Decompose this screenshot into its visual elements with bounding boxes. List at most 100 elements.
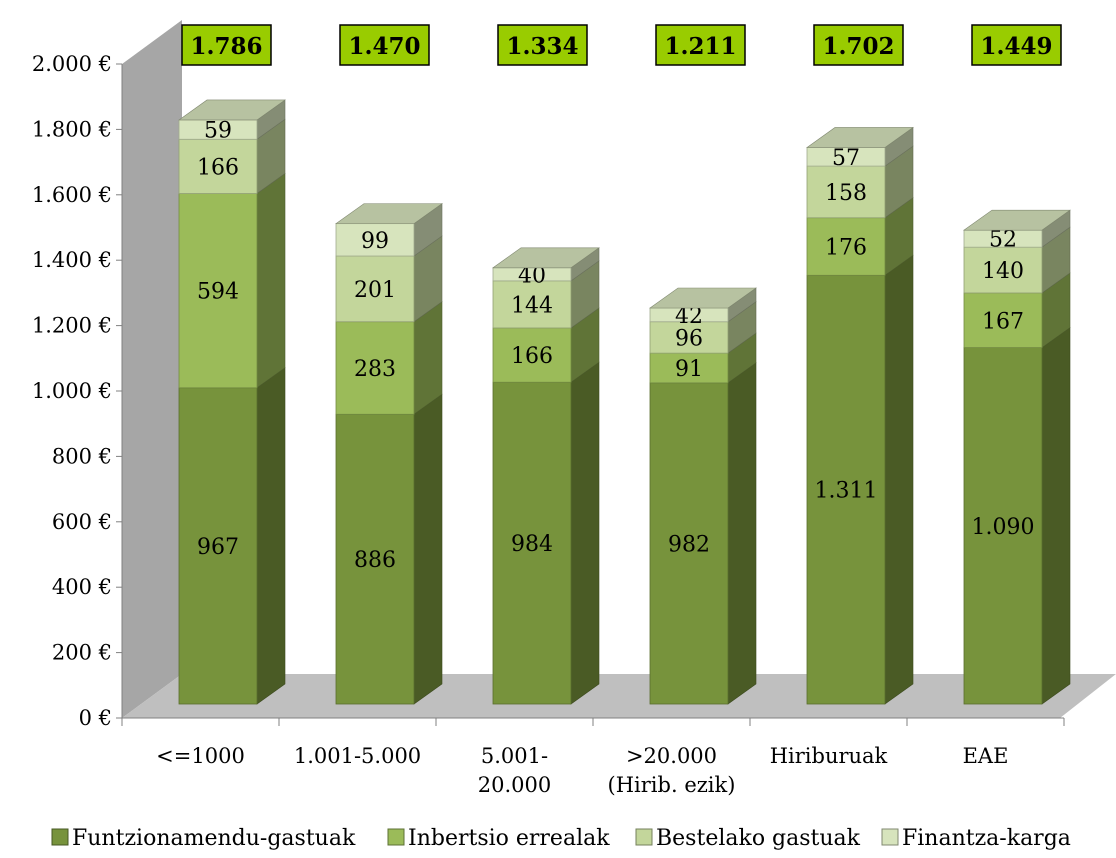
total-box: 1.211 [655, 24, 746, 66]
total-box-bg [971, 24, 1062, 66]
data-label: 984 [511, 532, 553, 557]
bar-side-face [256, 367, 286, 705]
y-tick-label: 2.000 € [32, 52, 112, 76]
bar-front-face [178, 193, 258, 389]
x-tick-label: EAE [963, 744, 1009, 768]
data-label: 144 [511, 293, 553, 318]
bar-segment: 167 [963, 272, 1071, 349]
y-tick-label: 400 € [52, 575, 112, 599]
bar-segment: 984 [492, 361, 600, 705]
data-label: 52 [989, 228, 1017, 253]
legend-item: Funtzionamendu-gastuak [51, 826, 356, 851]
bar-front-face [335, 255, 415, 323]
y-tick-label: 1.000 € [32, 379, 112, 403]
data-label: 91 [675, 357, 703, 382]
x-axis: <=1000 1.001-5.000 5.001-20.000 >20.000 (Hir… [121, 717, 1065, 797]
y-tick-label: 1.600 € [32, 183, 112, 207]
x-tick-label: <=1000 [156, 744, 245, 768]
total-box-bg [181, 24, 272, 66]
bar-front-face [649, 352, 729, 384]
data-label: 594 [197, 280, 239, 305]
y-axis: 0 € 200 € 400 € 600 € 800 € 1.000 € 1.200 € 1.4… [32, 52, 123, 730]
bar-front-face [178, 387, 258, 705]
legend-label: Bestelako gastuak [656, 826, 861, 851]
y-tick-label: 200 € [52, 641, 112, 665]
bar-front-face [806, 274, 886, 705]
bar-segment: 1.311 [806, 254, 914, 705]
bar-top-face [335, 203, 443, 224]
legend-swatch [635, 828, 653, 846]
bar-side-face [256, 172, 286, 389]
data-label: 59 [204, 119, 232, 144]
bar-segment: 91 [649, 332, 757, 384]
bar-segment: 99 [335, 203, 443, 257]
bar-front-face [335, 321, 415, 415]
legend-label: Funtzionamendu-gastuak [72, 826, 356, 851]
y-tick-label: 1.800 € [32, 117, 112, 141]
bar-top-face [492, 247, 600, 269]
legend-swatch [387, 828, 405, 846]
total-value: 1.449 [980, 33, 1052, 60]
data-label: 167 [982, 309, 1024, 334]
bar-side-face [570, 361, 600, 705]
y-tick-label: 1.200 € [32, 314, 112, 338]
bar-front-face [335, 413, 415, 705]
bar-segment: 52 [963, 209, 1071, 253]
bar-segment: 166 [178, 118, 286, 195]
legend-item: Finantza-karga [881, 826, 1071, 851]
bar-top-face [178, 99, 286, 121]
data-label: 57 [832, 146, 860, 171]
bar-top-face [806, 127, 914, 148]
legend: Funtzionamendu-gastuak Inbertsio errealak… [51, 826, 1071, 851]
y-tick-label: 0 € [79, 706, 112, 730]
data-label: 886 [354, 548, 396, 573]
bar-side-face [884, 254, 914, 705]
bar-front-face [335, 223, 415, 257]
bar-front-face [178, 138, 258, 194]
y-tick-label: 600 € [52, 510, 112, 534]
bar-front-face [492, 327, 572, 383]
chart-wall [122, 20, 182, 718]
bar-front-face [963, 292, 1043, 348]
data-label: 201 [354, 278, 396, 303]
bar-side-face [727, 362, 757, 705]
x-tick-label: Hiriburuak [770, 744, 888, 768]
bar-segment: 1.090 [963, 326, 1071, 705]
bar-segment: 144 [492, 260, 600, 329]
bar-segment: 158 [806, 145, 914, 219]
bar-side-face [413, 393, 443, 705]
total-labels: 1.786 1.470 1.334 1.211 1.702 1.449 [181, 24, 1062, 66]
total-value: 1.470 [348, 33, 420, 60]
bar-segment: 967 [178, 367, 286, 705]
total-box: 1.786 [181, 24, 272, 66]
total-value: 1.211 [664, 33, 736, 60]
bar-top-face [963, 209, 1071, 231]
data-label: 1.090 [972, 515, 1035, 540]
bar-front-face [649, 382, 729, 705]
bar-segment: 201 [335, 235, 443, 323]
bar-segment: 982 [649, 362, 757, 705]
data-label: 176 [825, 236, 867, 261]
legend-swatch [51, 828, 69, 846]
legend-label: Inbertsio errealak [408, 826, 610, 851]
data-label: 1.311 [815, 479, 878, 504]
y-tick-label: 1.400 € [32, 248, 112, 272]
total-value: 1.334 [506, 33, 578, 60]
legend-swatch [881, 828, 899, 846]
data-label: 99 [361, 229, 389, 254]
bar-segment: 166 [492, 307, 600, 383]
total-box: 1.470 [339, 24, 430, 66]
total-box: 1.449 [971, 24, 1062, 66]
data-label: 982 [668, 532, 710, 557]
bar-segment: 886 [335, 393, 443, 705]
data-label: 967 [197, 535, 239, 560]
data-label: 166 [511, 344, 553, 369]
legend-label: Finantza-karga [902, 826, 1071, 851]
x-tick-label: 1.001-5.000 [294, 744, 421, 768]
bar-front-face [963, 347, 1043, 705]
total-box-bg [497, 24, 588, 66]
data-label: 96 [675, 326, 703, 351]
data-label: 140 [982, 259, 1024, 284]
